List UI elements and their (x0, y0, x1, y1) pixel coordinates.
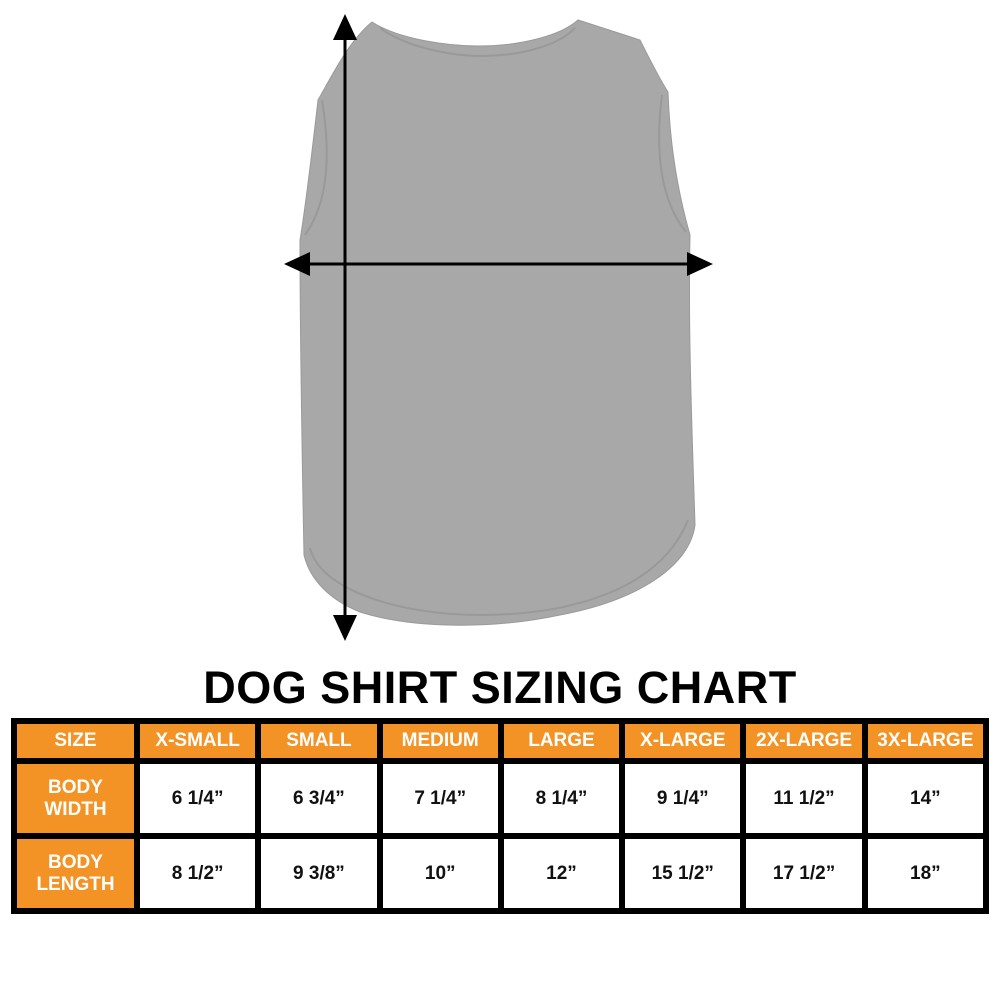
row-label-line1: BODY (48, 776, 103, 798)
table-cell: 6 1/4” (140, 764, 256, 834)
table-row-body-width: BODY WIDTH 6 1/4” 6 3/4” 7 1/4” 8 1/4” 9 … (17, 764, 983, 834)
table-header-row: SIZE X-SMALL SMALL MEDIUM LARGE X-LARGE … (17, 724, 983, 759)
vertical-length-arrow (333, 14, 357, 641)
header-medium: MEDIUM (382, 724, 498, 759)
sizing-table: SIZE X-SMALL SMALL MEDIUM LARGE X-LARGE … (11, 718, 989, 914)
table-cell: 14” (867, 764, 983, 834)
armhole-seam-right (658, 94, 687, 233)
table-cell: 9 3/8” (261, 839, 377, 908)
dog-shirt-image (299, 19, 696, 626)
header-large: LARGE (503, 724, 620, 759)
table-cell: 18” (867, 839, 983, 908)
table-cell: 7 1/4” (382, 764, 498, 834)
table-cell: 8 1/4” (503, 764, 620, 834)
table-cell: 11 1/2” (746, 764, 862, 834)
row-label-line1: BODY (48, 851, 103, 873)
table-cell: 6 3/4” (261, 764, 377, 834)
armhole-seam-left (304, 99, 328, 236)
horizontal-width-arrow (284, 252, 713, 276)
table-cell: 15 1/2” (625, 839, 741, 908)
table-cell: 8 1/2” (140, 839, 256, 908)
table-cell: 17 1/2” (746, 839, 862, 908)
header-2x-large: 2X-LARGE (746, 724, 862, 759)
hem-seam (309, 519, 689, 617)
row-label-body-width: BODY WIDTH (17, 764, 134, 834)
row-label-line2: LENGTH (36, 873, 115, 895)
table-cell: 9 1/4” (625, 764, 741, 834)
table-row-body-length: BODY LENGTH 8 1/2” 9 3/8” 10” 12” 15 1/2”… (17, 839, 983, 908)
neckline-seam (379, 27, 576, 58)
header-size: SIZE (17, 724, 134, 759)
row-label-line2: WIDTH (44, 798, 107, 820)
table-cell: 10” (382, 839, 498, 908)
header-small: SMALL (261, 724, 377, 759)
shirt-illustration (284, 14, 713, 641)
table-cell: 12” (503, 839, 620, 908)
header-x-small: X-SMALL (140, 724, 256, 759)
header-x-large: X-LARGE (625, 724, 741, 759)
row-label-body-length: BODY LENGTH (17, 839, 134, 908)
chart-title: DOG SHIRT SIZING CHART (203, 662, 797, 713)
header-3x-large: 3X-LARGE (867, 724, 983, 759)
